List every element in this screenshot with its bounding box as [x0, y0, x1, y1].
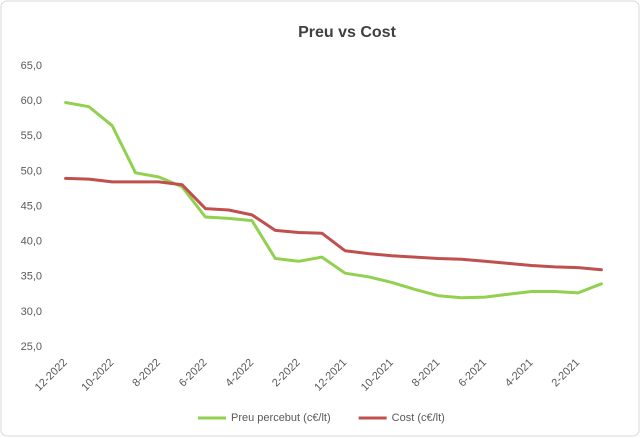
y-tick-label: 40,0	[21, 236, 42, 248]
y-tick-label: 55,0	[21, 130, 42, 142]
y-tick-label: 25,0	[21, 341, 42, 353]
y-tick-label: 45,0	[21, 200, 42, 212]
legend-label: Preu percebut (c€/lt)	[231, 412, 331, 424]
y-tick-label: 30,0	[21, 306, 42, 318]
series-line	[64, 176, 603, 272]
y-tick-label: 65,0	[21, 60, 42, 72]
y-tick-label: 50,0	[21, 165, 42, 177]
chart-title: Preu vs Cost	[298, 24, 396, 41]
y-tick-label: 35,0	[21, 271, 42, 283]
legend-label: Cost (c€/lt)	[392, 412, 445, 424]
y-tick-label: 60,0	[21, 95, 42, 107]
series-line	[64, 101, 603, 300]
